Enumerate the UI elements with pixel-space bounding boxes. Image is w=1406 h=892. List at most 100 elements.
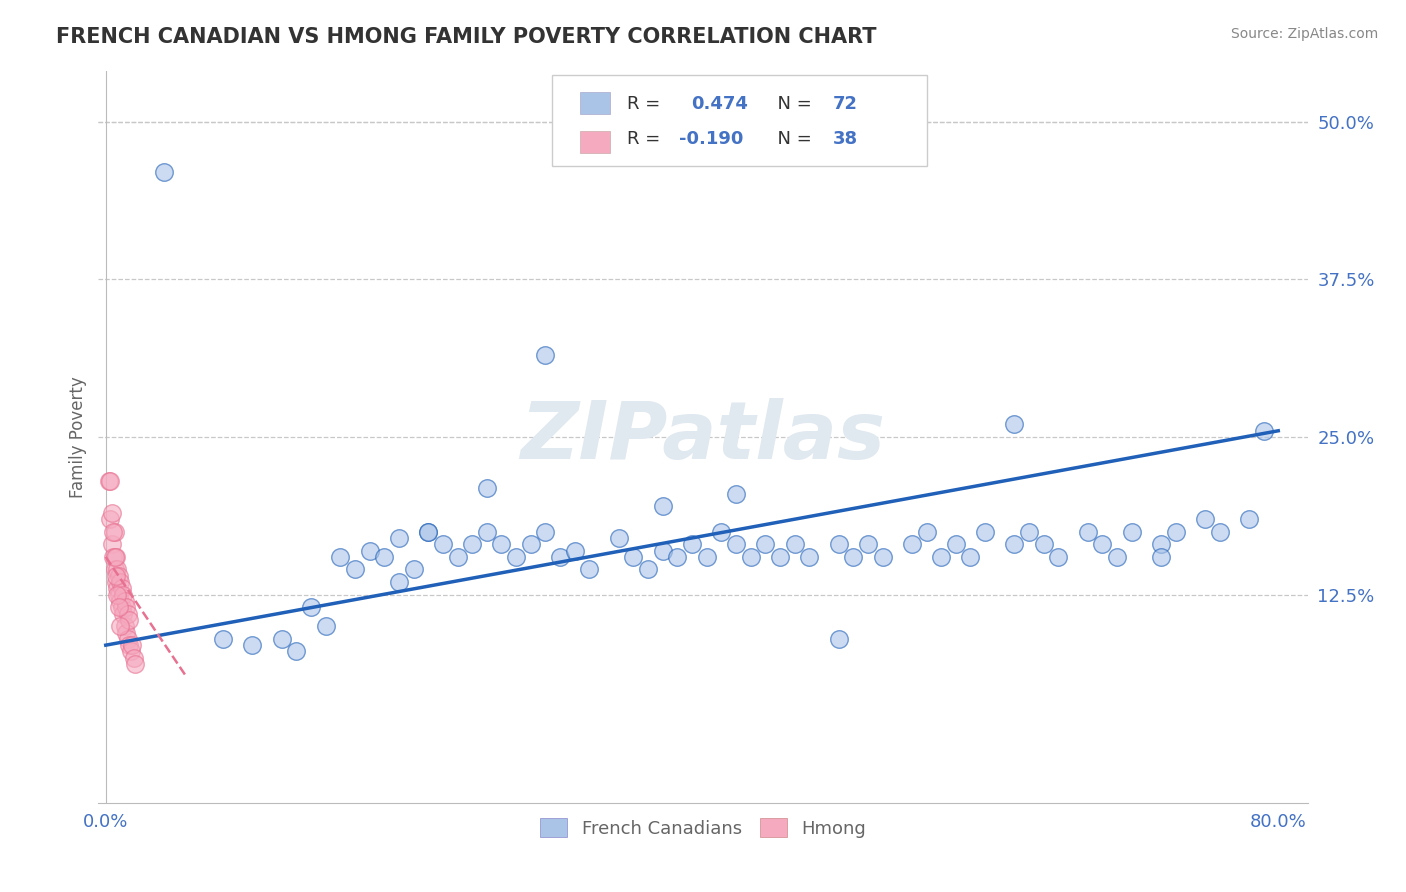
Point — [124, 657, 146, 671]
Point — [929, 549, 952, 564]
Point — [872, 549, 894, 564]
Point — [827, 537, 849, 551]
Point — [418, 524, 440, 539]
Point — [578, 562, 600, 576]
Point — [827, 632, 849, 646]
Point — [1091, 537, 1114, 551]
Point — [1150, 549, 1173, 564]
Point — [101, 524, 124, 539]
Point — [1208, 524, 1230, 539]
Point — [783, 537, 806, 551]
Point — [505, 549, 527, 564]
Point — [329, 549, 352, 564]
FancyBboxPatch shape — [579, 92, 610, 114]
Point — [103, 524, 125, 539]
Point — [103, 549, 125, 564]
Point — [1047, 549, 1070, 564]
Point — [534, 348, 557, 362]
Point — [299, 600, 322, 615]
Point — [117, 607, 139, 621]
Point — [856, 537, 879, 551]
Point — [120, 644, 142, 658]
Point — [359, 543, 381, 558]
Point — [696, 549, 718, 564]
Point — [108, 588, 131, 602]
Point — [901, 537, 924, 551]
Point — [98, 512, 121, 526]
Point — [100, 506, 122, 520]
Point — [769, 549, 792, 564]
Point — [1105, 549, 1128, 564]
Text: 0.474: 0.474 — [690, 95, 748, 113]
Point — [107, 582, 129, 596]
Text: -0.190: -0.190 — [679, 130, 744, 148]
Text: FRENCH CANADIAN VS HMONG FAMILY POVERTY CORRELATION CHART: FRENCH CANADIAN VS HMONG FAMILY POVERTY … — [56, 27, 877, 46]
Point — [122, 650, 145, 665]
Text: Source: ZipAtlas.com: Source: ZipAtlas.com — [1230, 27, 1378, 41]
Point — [681, 537, 703, 551]
Point — [315, 619, 337, 633]
Point — [107, 588, 129, 602]
Point — [270, 632, 292, 646]
Point — [110, 594, 132, 608]
Point — [115, 600, 138, 615]
Point — [461, 537, 484, 551]
Point — [1004, 417, 1026, 432]
Text: N =: N = — [766, 130, 817, 148]
Point — [637, 562, 659, 576]
Text: 38: 38 — [832, 130, 858, 148]
Point — [1253, 424, 1275, 438]
Point — [240, 638, 263, 652]
Point — [121, 638, 143, 652]
Point — [110, 619, 132, 633]
Point — [564, 543, 586, 558]
Point — [607, 531, 630, 545]
Point — [432, 537, 454, 551]
Y-axis label: Family Poverty: Family Poverty — [69, 376, 87, 498]
Point — [1018, 524, 1040, 539]
Legend: French Canadians, Hmong: French Canadians, Hmong — [533, 811, 873, 845]
Point — [1121, 524, 1143, 539]
Point — [754, 537, 776, 551]
Point — [108, 569, 131, 583]
Point — [117, 632, 139, 646]
Point — [373, 549, 395, 564]
Point — [724, 537, 747, 551]
Point — [1194, 512, 1216, 526]
Point — [114, 594, 136, 608]
Point — [153, 165, 176, 179]
Point — [114, 619, 136, 633]
Point — [446, 549, 468, 564]
Point — [710, 524, 733, 539]
Point — [1004, 537, 1026, 551]
Point — [118, 638, 141, 652]
Point — [105, 569, 128, 583]
Point — [1150, 537, 1173, 551]
Point — [520, 537, 543, 551]
Point — [111, 600, 134, 615]
Point — [108, 600, 131, 615]
Point — [651, 500, 673, 514]
Text: ZIPatlas: ZIPatlas — [520, 398, 886, 476]
Point — [974, 524, 997, 539]
Point — [105, 549, 128, 564]
Point — [1164, 524, 1187, 539]
FancyBboxPatch shape — [579, 131, 610, 153]
Text: R =: R = — [627, 130, 666, 148]
Point — [1077, 524, 1099, 539]
Point — [115, 625, 138, 640]
FancyBboxPatch shape — [551, 75, 927, 167]
Point — [959, 549, 981, 564]
Point — [100, 537, 122, 551]
Point — [110, 575, 132, 590]
Point — [112, 607, 135, 621]
Point — [112, 588, 135, 602]
Point — [475, 524, 498, 539]
Point — [475, 481, 498, 495]
Point — [285, 644, 308, 658]
Point — [724, 487, 747, 501]
Point — [103, 562, 125, 576]
Point — [842, 549, 865, 564]
Point — [107, 562, 129, 576]
Point — [343, 562, 366, 576]
